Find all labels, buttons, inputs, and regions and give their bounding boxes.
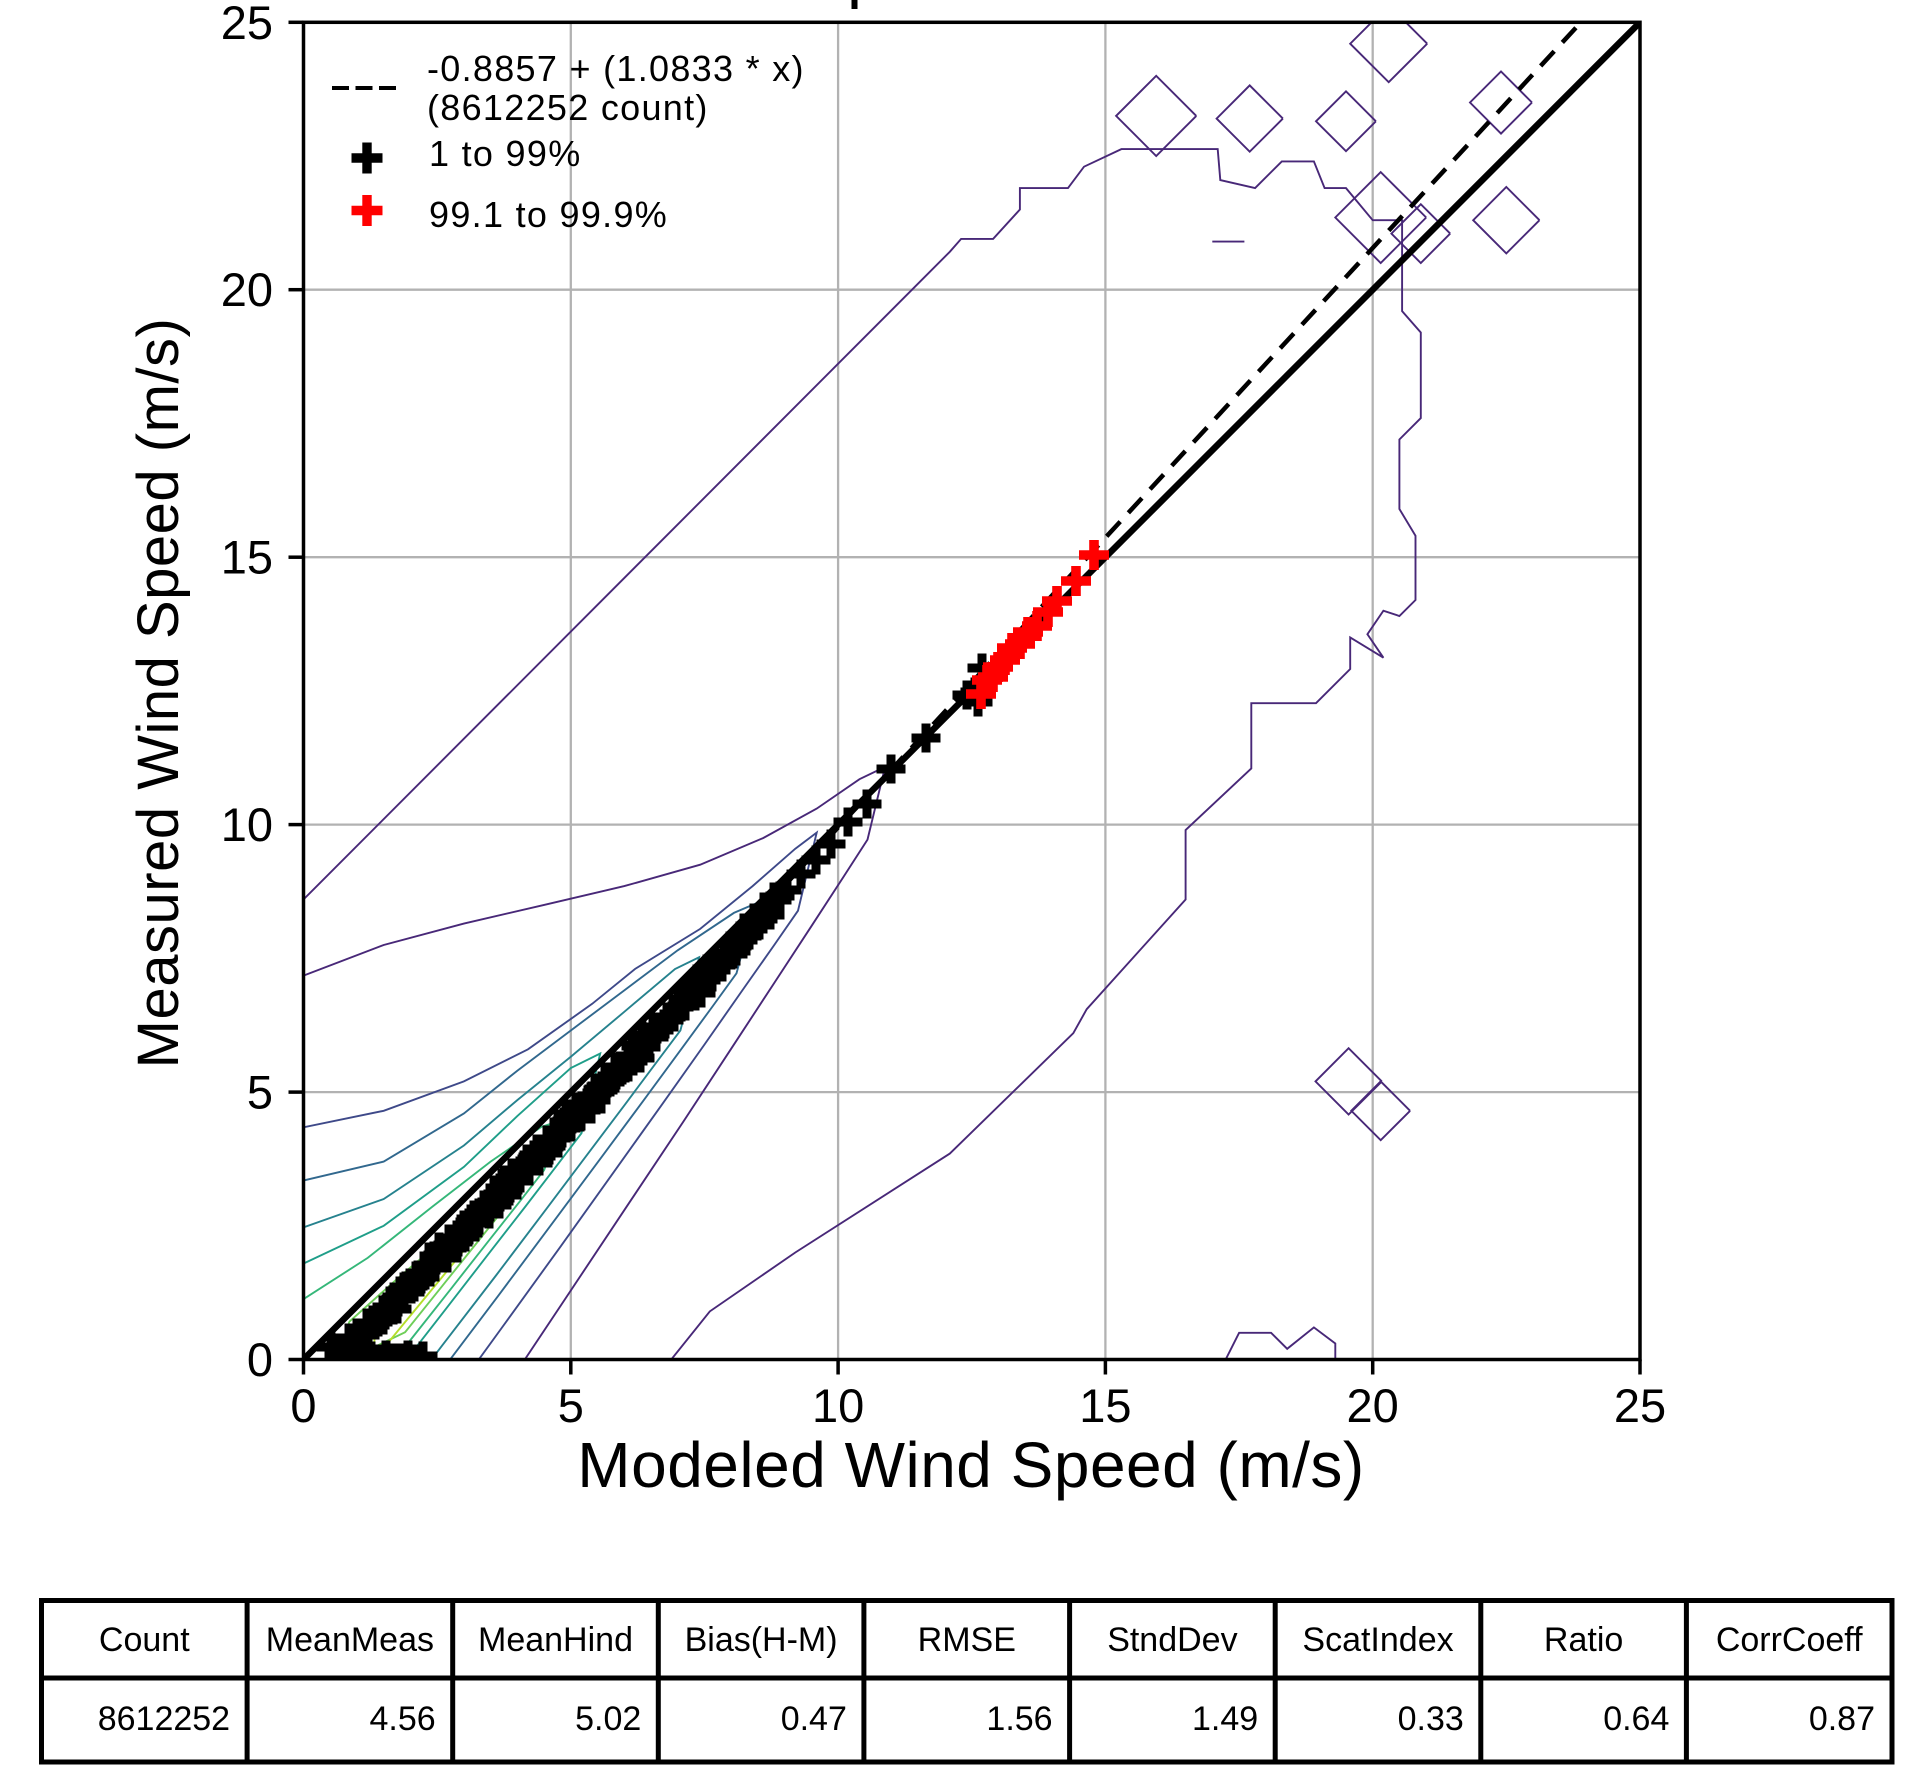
svg-text:5: 5 xyxy=(558,1379,584,1432)
svg-text:Ratio: Ratio xyxy=(1544,1621,1623,1659)
svg-text:8612252: 8612252 xyxy=(98,1700,230,1738)
svg-text:25: 25 xyxy=(221,0,273,49)
svg-text:0.64: 0.64 xyxy=(1603,1700,1669,1738)
svg-text:ScatIndex: ScatIndex xyxy=(1302,1621,1453,1659)
svg-text:0.87: 0.87 xyxy=(1809,1700,1875,1738)
svg-text:CorrCoeff: CorrCoeff xyxy=(1716,1621,1863,1659)
svg-text:20: 20 xyxy=(221,263,273,316)
svg-text:1.56: 1.56 xyxy=(986,1700,1052,1738)
svg-text:0: 0 xyxy=(247,1333,273,1386)
svg-text:Modeled Wind Speed (m/s): Modeled Wind Speed (m/s) xyxy=(577,1429,1364,1501)
svg-text:0.33: 0.33 xyxy=(1398,1700,1464,1738)
svg-text:10: 10 xyxy=(221,798,273,851)
svg-text:1.49: 1.49 xyxy=(1192,1700,1258,1738)
svg-text:(8612252 count): (8612252 count) xyxy=(427,87,709,128)
svg-text:25: 25 xyxy=(1614,1379,1666,1432)
svg-text:10: 10 xyxy=(812,1379,864,1432)
svg-text:Bias(H-M): Bias(H-M) xyxy=(685,1621,838,1659)
svg-text:4.56: 4.56 xyxy=(370,1700,436,1738)
svg-text:Count: Count xyxy=(99,1621,190,1659)
svg-text:5.02: 5.02 xyxy=(575,1700,641,1738)
svg-text:Measured Wind Speed (m/s): Measured Wind Speed (m/s) xyxy=(126,318,191,1069)
svg-text:RMSE: RMSE xyxy=(918,1621,1016,1659)
svg-text:5: 5 xyxy=(247,1066,273,1119)
svg-text:15: 15 xyxy=(221,531,273,584)
svg-text:0.47: 0.47 xyxy=(781,1700,847,1738)
svg-text:-0.8857 + (1.0833 * x): -0.8857 + (1.0833 * x) xyxy=(427,48,805,89)
svg-text:MeanHind: MeanHind xyxy=(478,1621,633,1659)
svg-text:0: 0 xyxy=(290,1379,316,1432)
svg-text:99.1 to 99.9%: 99.1 to 99.9% xyxy=(429,194,668,235)
svg-text:20: 20 xyxy=(1347,1379,1399,1432)
svg-text:1 to 99%: 1 to 99% xyxy=(429,133,582,174)
svg-text:MeanMeas: MeanMeas xyxy=(266,1621,434,1659)
svg-text:StndDev: StndDev xyxy=(1107,1621,1237,1659)
svg-text:15: 15 xyxy=(1079,1379,1131,1432)
